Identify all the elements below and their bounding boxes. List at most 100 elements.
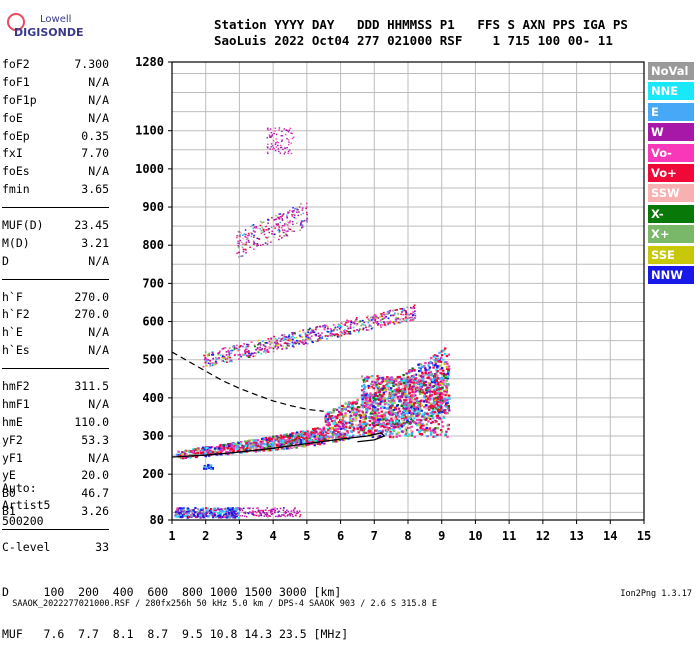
e-region-point: [229, 513, 232, 516]
e-region-point: [202, 507, 205, 510]
second-hop-point: [343, 331, 346, 334]
f2-trace-point: [302, 437, 305, 440]
f2-trace-point: [390, 417, 393, 420]
f2-trace-point: [358, 409, 361, 412]
third-hop-point: [245, 233, 247, 236]
f2-trace-point: [290, 446, 294, 449]
third-hop-point: [238, 240, 240, 243]
f2-trace-point: [235, 446, 239, 449]
e-region-point: [176, 509, 179, 512]
f2-trace-point: [408, 410, 411, 413]
f2-trace-point: [374, 398, 377, 401]
second-hop-point: [209, 365, 212, 367]
f2-trace-point: [279, 442, 282, 446]
f2-blob-point: [404, 429, 408, 432]
f2-trace-point: [372, 409, 375, 412]
second-hop-point: [269, 343, 272, 345]
third-hop-point: [260, 220, 262, 223]
f2-trace-point: [304, 432, 308, 436]
second-hop-point: [332, 333, 335, 336]
second-hop-point: [336, 326, 339, 328]
f2-trace-point: [435, 358, 439, 361]
param-row: h`Es N/A: [2, 342, 109, 360]
f2-trace-point: [225, 444, 228, 447]
f2-blob-point: [398, 390, 401, 393]
second-hop-point: [271, 347, 273, 349]
f2-trace-point: [306, 432, 309, 435]
e-region-point: [221, 515, 225, 518]
e-region-point: [226, 507, 230, 510]
f2-trace-point: [403, 391, 406, 394]
f2-trace-point: [364, 414, 367, 417]
f2-trace-point: [355, 408, 359, 411]
e-region-point: [294, 507, 296, 509]
f2-blob-point: [390, 401, 393, 404]
f2-trace-point: [275, 446, 278, 449]
f2-trace-point: [304, 431, 307, 434]
f2-trace-point: [232, 449, 235, 452]
f2-trace-point: [215, 453, 218, 456]
f2-blob-point: [408, 389, 411, 392]
f2-trace-point: [358, 406, 361, 409]
second-hop-point: [211, 351, 214, 354]
f2-trace-point: [447, 365, 451, 368]
f2-trace-point: [391, 404, 394, 407]
f2-trace-point: [338, 430, 341, 434]
e-region-point: [274, 511, 276, 514]
spread-point: [205, 467, 208, 470]
f2-trace-point: [373, 413, 376, 417]
f2-trace-point: [280, 447, 283, 450]
e-region-point: [212, 516, 215, 519]
f2-trace-point: [213, 451, 216, 454]
f2-trace-point: [269, 444, 272, 447]
f2-trace-point: [249, 447, 252, 450]
f2-blob-point: [388, 435, 392, 439]
second-hop-point: [252, 355, 255, 358]
f2-blob-point: [416, 428, 419, 432]
f2-trace-point: [248, 447, 251, 450]
f2-trace-point: [423, 400, 426, 403]
f2-trace-point: [359, 414, 363, 417]
x-tick-label: 9: [438, 529, 445, 543]
third-hop-point: [245, 241, 248, 243]
f2-trace-point: [434, 359, 437, 362]
f2-trace-point: [349, 424, 353, 427]
second-hop-point: [355, 318, 358, 321]
f2-blob-point: [418, 422, 422, 425]
f2-trace-point: [207, 454, 211, 457]
f2-trace-point: [387, 412, 391, 415]
f2-trace-point: [368, 432, 371, 435]
f2-blob-point: [427, 388, 430, 391]
e-region-point: [202, 513, 205, 516]
third-hop-point: [238, 251, 241, 254]
f2-blob-point: [385, 430, 389, 433]
f2-blob-point: [428, 408, 431, 411]
third-hop-point: [292, 207, 294, 209]
second-hop-point: [338, 328, 341, 330]
e-region-point: [192, 513, 195, 516]
second-hop-point: [327, 331, 329, 333]
f2-trace-point: [394, 393, 397, 396]
f2-blob-point: [430, 390, 433, 393]
f2-trace-point: [279, 437, 282, 440]
f2-trace-point: [264, 442, 267, 446]
f2-blob-point: [369, 386, 372, 390]
third-hop-point: [239, 239, 242, 242]
third-hop-point: [296, 211, 298, 213]
e-region-point: [175, 512, 178, 515]
second-hop-point: [294, 332, 297, 335]
f2-trace-point: [447, 368, 450, 371]
f2-trace-point: [408, 369, 412, 372]
f2-trace-point: [440, 350, 444, 353]
f2-trace-point: [395, 414, 398, 417]
f2-trace-point: [423, 392, 427, 395]
second-hop-point: [386, 311, 389, 313]
third-hop-point: [283, 223, 286, 225]
third-hop-point: [293, 214, 296, 216]
f2-trace-point: [269, 438, 272, 441]
f2-trace-point: [296, 431, 299, 435]
f2-trace-point: [286, 435, 289, 438]
e-region-point: [199, 512, 203, 515]
spread-point: [208, 465, 211, 468]
f2-trace-point: [207, 453, 211, 456]
